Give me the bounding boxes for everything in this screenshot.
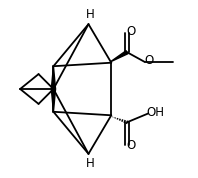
Text: O: O bbox=[127, 25, 136, 38]
Polygon shape bbox=[51, 89, 56, 112]
Text: H: H bbox=[86, 157, 95, 170]
Text: O: O bbox=[127, 139, 136, 152]
Polygon shape bbox=[110, 51, 128, 62]
Text: O: O bbox=[144, 54, 154, 67]
Text: OH: OH bbox=[146, 106, 164, 119]
Polygon shape bbox=[51, 66, 56, 89]
Text: H: H bbox=[86, 8, 95, 21]
